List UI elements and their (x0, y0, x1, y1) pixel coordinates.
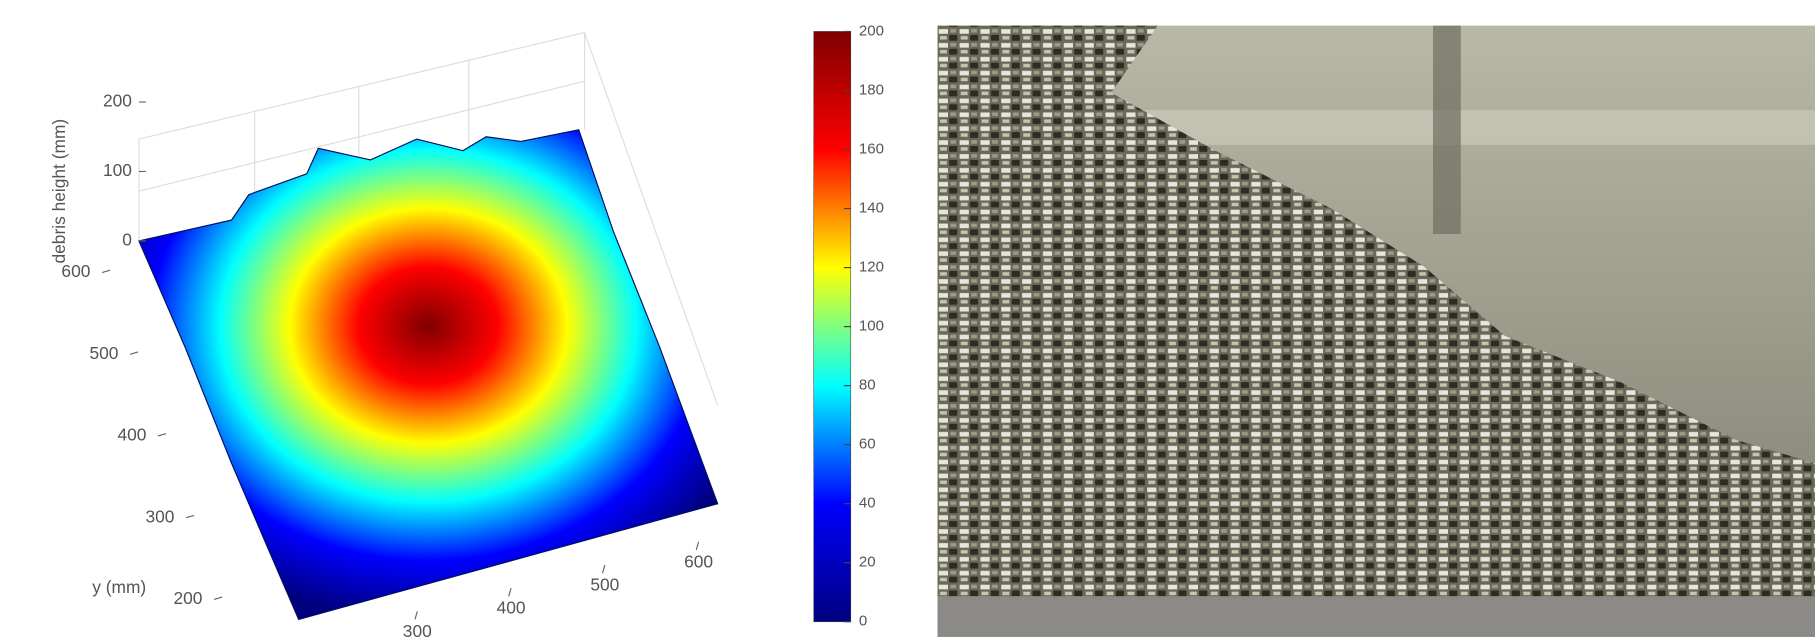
colorbar-tick-label: 20 (859, 554, 876, 571)
y-axis-label: y (mm) (92, 577, 146, 597)
surface (139, 130, 718, 620)
y-tick (130, 352, 138, 354)
colorbar-tick-label: 40 (859, 495, 876, 512)
x-tick (509, 588, 511, 596)
photo (938, 26, 1815, 637)
colorbar-tick-label: 200 (859, 22, 884, 39)
colorbar-tick-label: 0 (859, 613, 867, 630)
y-tick-label: 600 (61, 261, 90, 281)
x-tick-label: 500 (590, 574, 619, 594)
colorbar-tick-label: 100 (859, 318, 884, 335)
colorbar-tick-label: 60 (859, 436, 876, 453)
y-tick (102, 270, 110, 272)
x-tick-label: 600 (684, 551, 713, 571)
y-tick (186, 515, 194, 517)
z-tick-label: 100 (103, 160, 132, 180)
colorbar-tick-label: 80 (859, 377, 876, 394)
y-tick-label: 400 (117, 425, 146, 445)
z-tick-label: 0 (122, 230, 132, 250)
colorbar-tick-label: 120 (859, 259, 884, 276)
y-tick-label: 200 (173, 588, 202, 608)
z-axis-label: debris height (mm) (49, 119, 69, 264)
colorbar-tick-label: 140 (859, 200, 884, 217)
page: debris height (mm) y (mm) 01002002003004… (0, 0, 1815, 637)
x-tick (696, 542, 698, 550)
x-tick-label: 400 (497, 598, 526, 618)
x-tick (415, 611, 417, 619)
y-tick-label: 300 (145, 506, 174, 526)
x-tick (602, 565, 604, 573)
y-tick (214, 597, 222, 599)
y-tick (158, 434, 166, 436)
colorbar-tick-label: 180 (859, 81, 884, 98)
y-tick-label: 500 (89, 343, 118, 363)
colorbar-tick-label: 160 (859, 140, 884, 157)
x-tick-label: 300 (403, 621, 432, 637)
figure: debris height (mm) y (mm) 01002002003004… (0, 0, 1815, 637)
z-tick-label: 200 (103, 91, 132, 111)
